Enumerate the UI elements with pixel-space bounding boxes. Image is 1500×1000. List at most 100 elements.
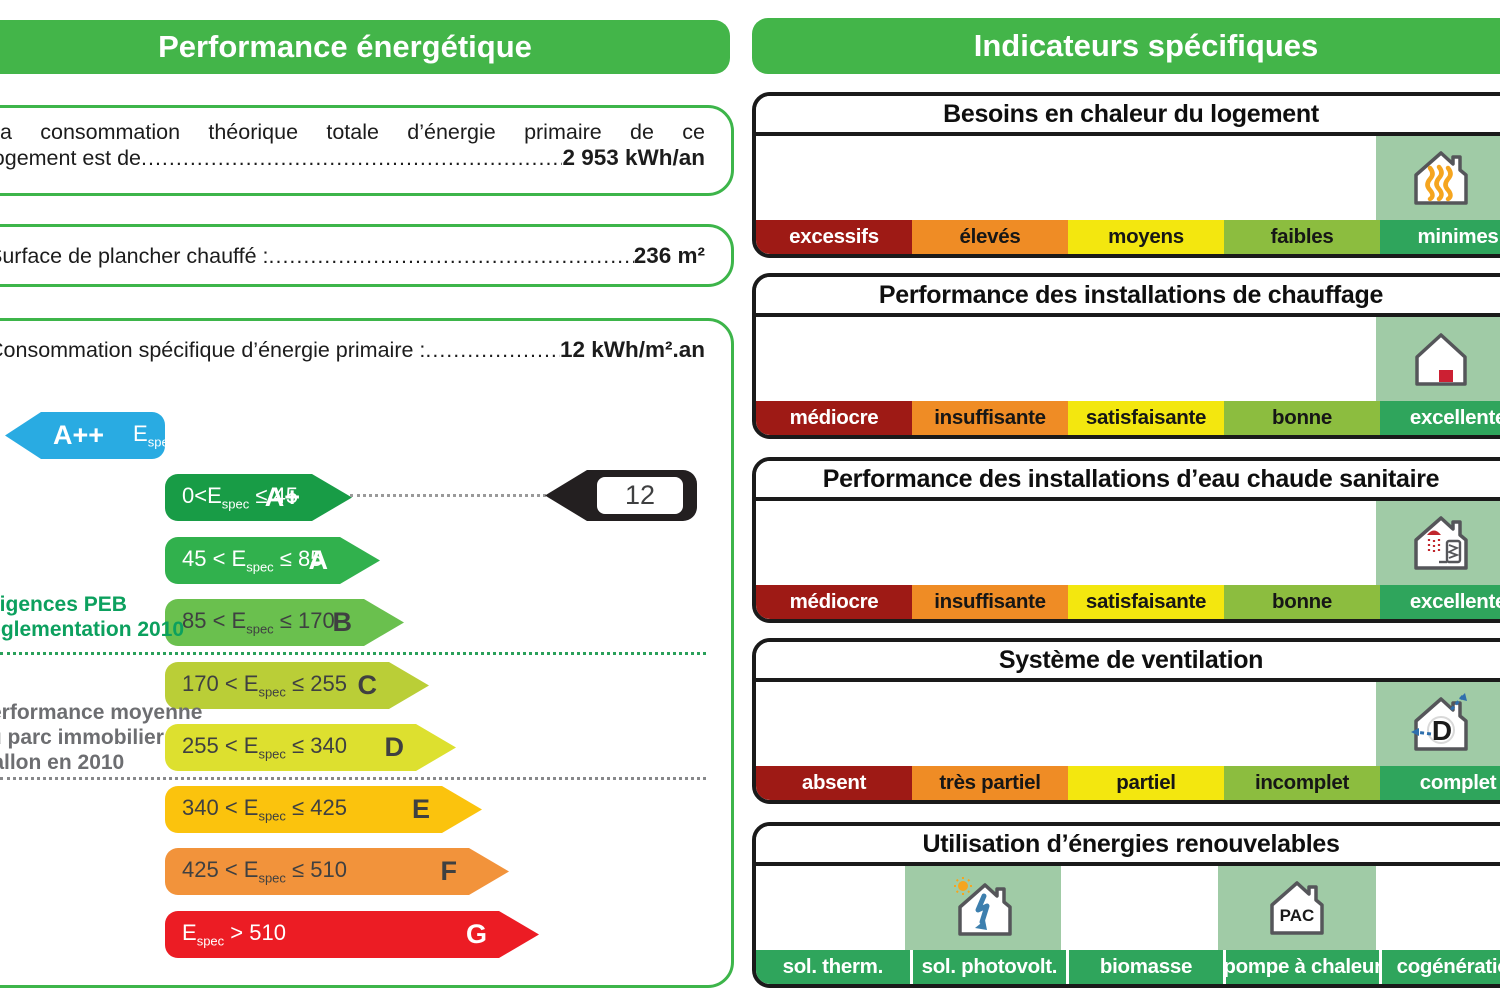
status-cell-selected: minimes (1380, 220, 1500, 254)
total-consumption-line2: logement est de ........................… (0, 145, 705, 171)
range-label: 0<Espec ≤ 45 (182, 483, 299, 512)
heated-floor-area-box: Surface de plancher chauffé : ..........… (0, 224, 734, 287)
grade-label: G (465, 919, 487, 949)
range-label: Espec ≤ 0 (133, 421, 176, 450)
peb-requirement-label: Exigences PEB Réglementation 2010 (0, 593, 185, 641)
selected-column-highlight (1376, 501, 1500, 585)
total-consumption-value: 2 953 kWh/an (562, 145, 705, 170)
left-panel-header: Performance énergétique (0, 20, 730, 74)
renewable-cell: biomasse (1066, 950, 1223, 984)
range-label: 85 < Espec ≤ 170 (182, 608, 335, 637)
card-ventilation-system: Système de ventilation D absent très par… (752, 638, 1500, 804)
heat-pump-column-highlight: PAC (1218, 866, 1376, 950)
heat-demand-house-icon (1414, 151, 1468, 205)
right-panel-header: Indicateurs spécifiques (752, 18, 1500, 74)
grade-label: C (357, 670, 377, 700)
grade-label: E (411, 794, 430, 824)
heat-pump-house-icon: PAC (1270, 881, 1324, 935)
range-label: Espec > 510 (182, 920, 286, 949)
scale-row-f: 425 < Espec ≤ 510 F (165, 848, 509, 895)
status-cell-selected: excellente (1380, 401, 1500, 435)
heating-house-icon (1415, 332, 1467, 386)
status-cell: médiocre (756, 585, 912, 619)
card-title: Système de ventilation (756, 642, 1500, 682)
specific-consumption-label: Consommation spécifique d’énergie primai… (0, 338, 426, 362)
scale-row-e: 340 < Espec ≤ 425 E (165, 786, 482, 833)
card-title: Performance des installations d’eau chau… (756, 461, 1500, 501)
status-cell: moyens (1068, 220, 1224, 254)
range-label: 255 < Espec ≤ 340 (182, 733, 347, 762)
range-label: 340 < Espec ≤ 425 (182, 795, 347, 824)
status-cell: satisfaisante (1068, 401, 1224, 435)
total-consumption-line1: La consommation théorique totale d’énerg… (0, 120, 705, 144)
card-heating-performance: Performance des installations de chauffa… (752, 273, 1500, 439)
card-title: Besoins en chaleur du logement (756, 96, 1500, 136)
selected-column-highlight (1376, 317, 1500, 401)
scale-row-a: 45 < Espec ≤ 85 A (165, 537, 380, 584)
renewable-cell-selected: sol. photovolt. (909, 950, 1067, 984)
selected-column-highlight (1376, 136, 1500, 220)
total-consumption-box: La consommation théorique totale d’énerg… (0, 105, 734, 196)
grade-label: A++ (53, 420, 105, 450)
status-cell: excessifs (756, 220, 912, 254)
heated-floor-area-label: Surface de plancher chauffé : (0, 243, 269, 268)
ventilation-house-icon: D (1411, 693, 1468, 751)
average-performance-label: Performance moyenne du parc immobilier w… (0, 701, 203, 774)
status-cell: élevés (912, 220, 1068, 254)
score-connector-dotted-line (350, 494, 546, 497)
status-cell-selected: complet (1380, 766, 1500, 800)
renewable-cell: cogénération (1379, 950, 1500, 984)
card-renewable-energy: Utilisation d’énergies renouvelables (752, 822, 1500, 988)
status-cell: satisfaisante (1068, 585, 1224, 619)
total-consumption-label: logement est de (0, 146, 141, 170)
dot-leader: ........................................… (425, 338, 560, 362)
grade-label: F (440, 856, 457, 886)
status-cell: insuffisante (912, 401, 1068, 435)
range-label: 45 < Espec ≤ 85 (182, 546, 323, 575)
status-cell: absent (756, 766, 912, 800)
status-cell: faibles (1224, 220, 1380, 254)
scale-row-d: 255 < Espec ≤ 340 D (165, 724, 456, 771)
range-label: 425 < Espec ≤ 510 (182, 857, 347, 886)
left-panel-title: Performance énergétique (158, 29, 532, 64)
card-title: Performance des installations de chauffa… (756, 277, 1500, 317)
heat-pump-label: PAC (1280, 906, 1315, 925)
grade-label: A+ (264, 482, 300, 512)
card-hot-water-performance: Performance des installations d’eau chau… (752, 457, 1500, 623)
selected-column-highlight: D (1376, 682, 1500, 766)
hot-water-house-icon (1414, 516, 1468, 570)
scale-row-g: Espec > 510 G (165, 911, 539, 958)
grade-label: D (384, 732, 404, 762)
average-performance-dotted-line (0, 777, 706, 780)
status-cell: bonne (1224, 585, 1380, 619)
range-label: 170 < Espec ≤ 255 (182, 671, 347, 700)
scale-row-a-plus-plus: A++ Espec ≤ 0 (5, 412, 165, 459)
status-cell: insuffisante (912, 585, 1068, 619)
dot-leader: ........................................… (141, 146, 562, 170)
status-cell: bonne (1224, 401, 1380, 435)
photovoltaic-house-icon (954, 877, 1012, 936)
status-cell: partiel (1068, 766, 1224, 800)
score-value: 12 (597, 477, 683, 514)
ventilation-type-letter: D (1432, 715, 1452, 746)
peb-requirement-dotted-line (0, 652, 706, 655)
status-cell: très partiel (912, 766, 1068, 800)
grade-label: A (308, 545, 328, 575)
status-cell: médiocre (756, 401, 912, 435)
status-cell-selected: excellente (1380, 585, 1500, 619)
photovoltaic-column-highlight (905, 866, 1061, 950)
card-heat-demand: Besoins en chaleur du logement excessifs… (752, 92, 1500, 258)
specific-consumption-value: 12 kWh/m².an (559, 337, 705, 362)
scale-row-c: 170 < Espec ≤ 255 C (165, 662, 429, 709)
dot-leader: ........................................… (268, 243, 634, 268)
scale-row-b: 85 < Espec ≤ 170 B (165, 599, 404, 646)
card-title: Utilisation d’énergies renouvelables (756, 826, 1500, 866)
status-cell: incomplet (1224, 766, 1380, 800)
scale-row-a-plus: 0<Espec ≤ 45 A+ (165, 474, 352, 521)
right-panel-title: Indicateurs spécifiques (973, 28, 1319, 63)
grade-label: B (332, 607, 352, 637)
renewable-cell: sol. therm. (756, 950, 910, 984)
renewable-cell-selected: pompe à chaleur (1222, 950, 1380, 984)
heated-floor-area-value: 236 m² (633, 242, 705, 268)
